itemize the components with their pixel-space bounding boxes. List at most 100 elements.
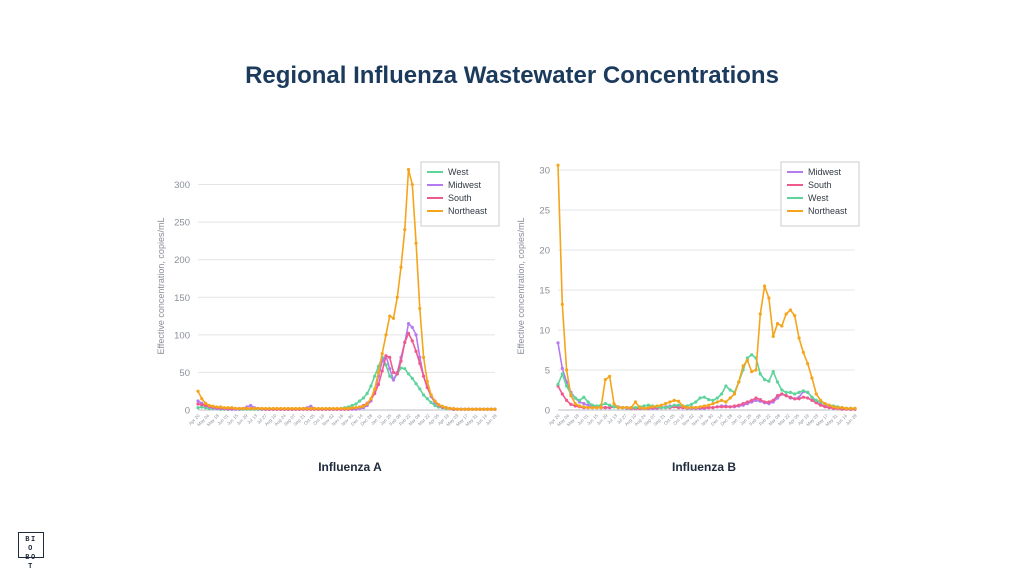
data-point-northeast bbox=[478, 407, 482, 411]
data-point-northeast bbox=[421, 355, 426, 359]
data-point-northeast bbox=[264, 406, 268, 411]
data-point-northeast bbox=[565, 368, 569, 372]
data-point-northeast bbox=[294, 406, 298, 411]
y-tick-label: 150 bbox=[174, 293, 190, 304]
data-point-south bbox=[784, 394, 788, 398]
data-point-northeast bbox=[301, 406, 305, 411]
data-point-northeast bbox=[309, 406, 313, 411]
data-point-west bbox=[433, 403, 437, 408]
data-point-northeast bbox=[418, 306, 422, 311]
data-point-northeast bbox=[754, 368, 758, 372]
data-point-northeast bbox=[849, 406, 853, 410]
data-point-south bbox=[724, 405, 728, 409]
data-point-west bbox=[406, 372, 411, 376]
data-point-northeast bbox=[339, 406, 343, 411]
series-line-northeast bbox=[557, 165, 855, 410]
data-point-south bbox=[741, 402, 745, 406]
data-point-south bbox=[745, 400, 749, 404]
data-point-northeast bbox=[215, 405, 219, 409]
data-point-northeast bbox=[316, 406, 320, 411]
data-point-northeast bbox=[608, 374, 612, 378]
data-point-west bbox=[633, 406, 638, 410]
data-point-northeast bbox=[599, 406, 603, 410]
data-point-northeast bbox=[297, 406, 302, 411]
data-point-northeast bbox=[361, 404, 366, 408]
data-point-west bbox=[646, 403, 650, 407]
data-point-northeast bbox=[651, 405, 655, 409]
data-point-northeast bbox=[452, 406, 456, 411]
data-point-northeast bbox=[222, 406, 226, 410]
data-point-northeast bbox=[444, 406, 448, 410]
data-point-northeast bbox=[196, 389, 200, 393]
data-point-northeast bbox=[595, 406, 599, 410]
data-point-midwest bbox=[414, 333, 418, 337]
data-point-south bbox=[376, 382, 381, 387]
data-point-northeast bbox=[290, 406, 294, 411]
data-point-northeast bbox=[655, 404, 659, 408]
y-tick-label: 200 bbox=[174, 255, 190, 266]
data-point-northeast bbox=[207, 403, 211, 408]
data-point-midwest bbox=[410, 325, 414, 329]
data-point-west bbox=[676, 403, 681, 407]
data-point-northeast bbox=[467, 407, 471, 411]
influenza-b-caption: Influenza B bbox=[671, 460, 736, 474]
data-point-west bbox=[694, 400, 698, 404]
data-point-northeast bbox=[327, 406, 332, 411]
data-point-south bbox=[758, 398, 762, 402]
data-point-west bbox=[763, 378, 767, 382]
data-point-northeast bbox=[260, 406, 264, 411]
data-point-west bbox=[750, 353, 754, 357]
data-point-northeast bbox=[784, 312, 788, 316]
y-tick-label: 30 bbox=[539, 166, 550, 177]
data-point-west bbox=[668, 405, 672, 409]
y-tick-label: 15 bbox=[539, 286, 550, 297]
data-point-midwest bbox=[754, 398, 758, 402]
data-point-west bbox=[200, 405, 204, 409]
data-point-south bbox=[421, 374, 426, 378]
x-tick-label: Jun 28 bbox=[485, 413, 498, 426]
data-point-northeast bbox=[745, 358, 749, 362]
data-point-south bbox=[715, 405, 719, 409]
data-point-west bbox=[642, 404, 646, 408]
data-point-northeast bbox=[437, 403, 441, 407]
data-point-northeast bbox=[324, 406, 328, 411]
data-point-south bbox=[403, 340, 407, 344]
series-line-south bbox=[197, 332, 495, 411]
data-point-northeast bbox=[286, 406, 290, 411]
data-point-south bbox=[565, 398, 569, 402]
data-point-midwest bbox=[196, 399, 200, 403]
y-tick-label: 0 bbox=[185, 406, 190, 417]
data-point-northeast bbox=[793, 314, 797, 318]
data-point-west bbox=[780, 388, 784, 392]
data-point-west bbox=[384, 363, 388, 367]
influenza-a-caption: Influenza A bbox=[318, 460, 382, 474]
data-point-northeast bbox=[459, 407, 463, 411]
data-point-northeast bbox=[373, 387, 377, 391]
data-point-west bbox=[745, 356, 749, 360]
y-axis-label: Effective concentration, copies/mL bbox=[156, 218, 166, 355]
data-point-northeast bbox=[395, 295, 399, 299]
y-tick-label: 10 bbox=[539, 326, 550, 337]
data-point-south bbox=[810, 398, 814, 402]
data-point-northeast bbox=[775, 322, 780, 326]
data-point-northeast bbox=[365, 402, 369, 406]
data-point-west bbox=[672, 403, 676, 407]
data-point-northeast bbox=[827, 403, 831, 407]
data-point-northeast bbox=[676, 399, 681, 403]
y-tick-label: 100 bbox=[174, 330, 190, 341]
data-point-south bbox=[806, 396, 810, 400]
data-point-west bbox=[560, 372, 564, 376]
data-point-west bbox=[421, 393, 426, 397]
data-point-south bbox=[823, 405, 827, 409]
data-point-northeast bbox=[346, 406, 350, 411]
data-point-west bbox=[608, 403, 612, 407]
data-point-west bbox=[797, 390, 801, 394]
data-point-west bbox=[810, 395, 814, 399]
data-point-northeast bbox=[252, 406, 256, 411]
data-point-west bbox=[399, 366, 403, 370]
data-point-northeast bbox=[249, 406, 253, 411]
data-point-south bbox=[608, 406, 612, 410]
legend-label: Midwest bbox=[448, 180, 482, 190]
data-point-west bbox=[577, 398, 582, 402]
data-point-west bbox=[350, 403, 354, 408]
